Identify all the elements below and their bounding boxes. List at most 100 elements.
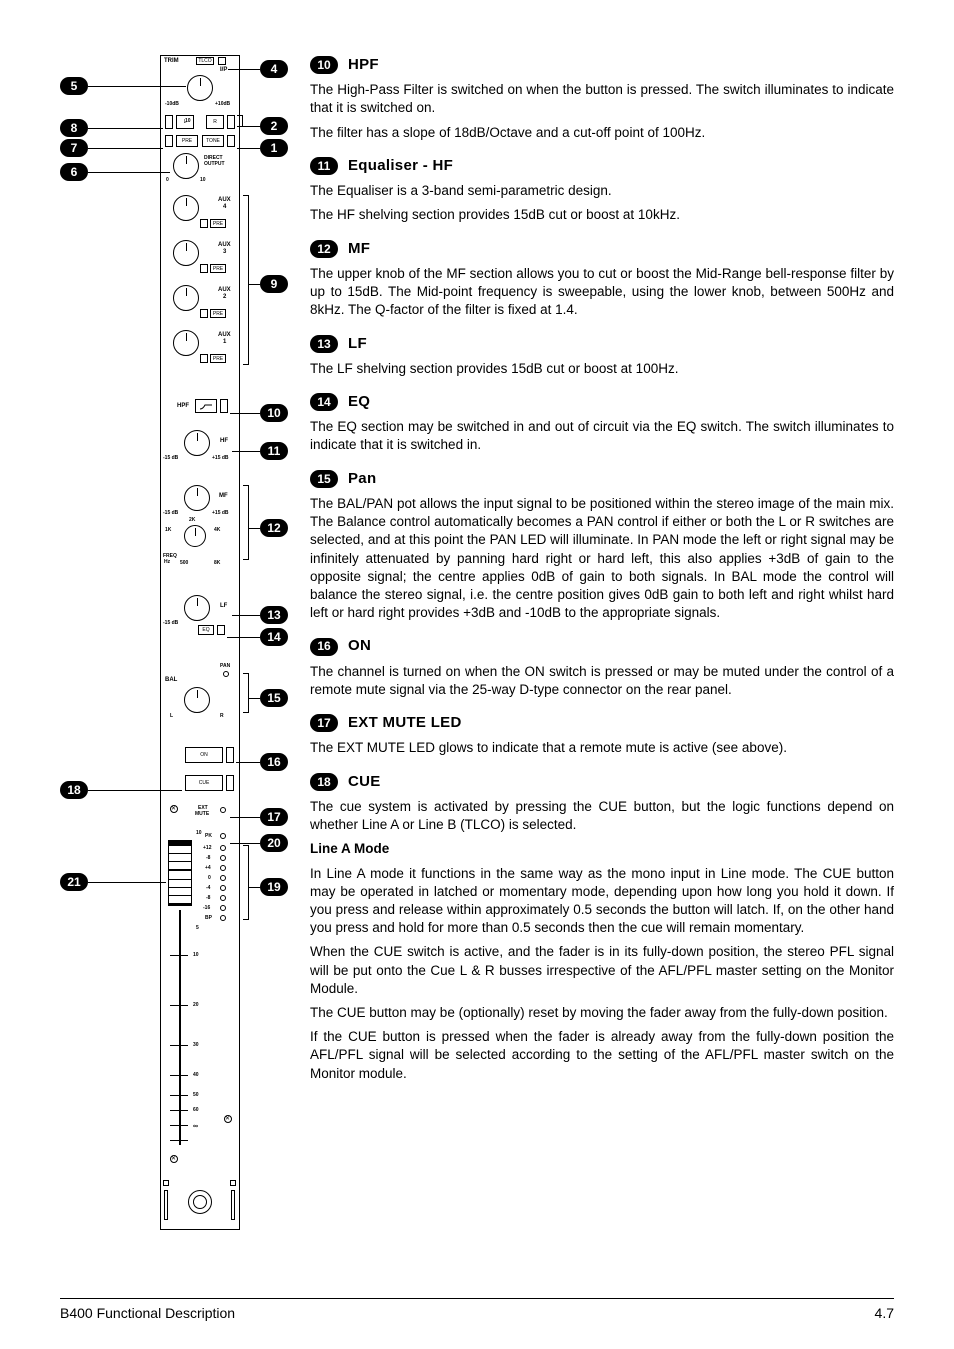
aux4-label: AUX xyxy=(218,197,231,203)
title-pan: Pan xyxy=(348,469,376,489)
footer-left: B400 Functional Description xyxy=(60,1305,235,1321)
aux3-knob xyxy=(173,240,199,266)
on-box: ON xyxy=(185,747,223,763)
pk-led xyxy=(220,833,226,839)
pan-label: PAN xyxy=(220,663,230,669)
l-btn xyxy=(165,115,173,129)
cue-p1: The cue system is activated by pressing … xyxy=(310,798,894,834)
hpf-p2: The filter has a slope of 18dB/Octave an… xyxy=(310,124,894,142)
lf-label: LF xyxy=(220,603,227,609)
cue-sub: Line A Mode xyxy=(310,840,894,858)
badge-17: 17 xyxy=(310,714,338,732)
eqhf-p1: The Equaliser is a 3-band semi-parametri… xyxy=(310,182,894,200)
footer-right: 4.7 xyxy=(875,1305,894,1321)
badge-16: 16 xyxy=(310,638,338,656)
callout-7: 7 xyxy=(60,139,88,157)
aux2-knob xyxy=(173,285,199,311)
ext-p1: The EXT MUTE LED glows to indicate that … xyxy=(310,739,894,757)
mf-freq-knob xyxy=(184,525,206,547)
section-lf: 13 LF The LF shelving section provides 1… xyxy=(310,334,894,378)
section-cue: 18 CUE The cue system is activated by pr… xyxy=(310,772,894,1083)
aux4-knob xyxy=(173,195,199,221)
title-ext-mute: EXT MUTE LED xyxy=(348,713,462,733)
output-label: OUTPUT xyxy=(204,161,225,167)
tlco-btn xyxy=(218,57,226,65)
title-hpf: HPF xyxy=(348,55,379,75)
callout-12: 12 xyxy=(260,519,288,537)
page-footer: B400 Functional Description 4.7 xyxy=(60,1298,894,1321)
pan-p1: The BAL/PAN pot allows the input signal … xyxy=(310,495,894,623)
badge-13: 13 xyxy=(310,335,338,353)
ip-label: I/P xyxy=(220,67,227,73)
callout-1: 1 xyxy=(260,139,288,157)
channel-strip-diagram: TRIM TLCO I/P -10dB +10dB L R 10 PRE TON… xyxy=(60,55,280,1279)
trim-knob xyxy=(187,75,213,101)
callout-4: 4 xyxy=(260,60,288,78)
badge-14: 14 xyxy=(310,393,338,411)
mf-p1: The upper knob of the MF section allows … xyxy=(310,265,894,320)
section-eq-hf: 11 Equaliser - HF The Equaliser is a 3-b… xyxy=(310,156,894,225)
eq-p1: The EQ section may be switched in and ou… xyxy=(310,418,894,454)
mf-label: MF xyxy=(219,493,228,499)
callout-15: 15 xyxy=(260,689,288,707)
lf-p1: The LF shelving section provides 15dB cu… xyxy=(310,360,894,378)
r-box: R xyxy=(206,115,224,129)
tlco-box: TLCO xyxy=(196,57,214,65)
direct-knob xyxy=(173,153,199,179)
title-eq: EQ xyxy=(348,392,370,412)
pre-box: PRE xyxy=(176,135,198,147)
trim-label: TRIM xyxy=(164,58,179,64)
callout-8: 8 xyxy=(60,119,88,137)
section-on: 16 ON The channel is turned on when the … xyxy=(310,636,894,699)
on-p1: The channel is turned on when the ON swi… xyxy=(310,663,894,699)
hpf-label: HPF xyxy=(177,403,189,409)
callout-17: 17 xyxy=(260,808,288,826)
callout-11: 11 xyxy=(260,442,288,460)
title-on: ON xyxy=(348,636,371,656)
title-eq-hf: Equaliser - HF xyxy=(348,156,453,176)
callout-6: 6 xyxy=(60,163,88,181)
badge-11: 11 xyxy=(310,157,338,175)
callout-13: 13 xyxy=(260,606,288,624)
bal-label: BAL xyxy=(165,677,177,683)
hpf-p1: The High-Pass Filter is switched on when… xyxy=(310,81,894,117)
cue-p2: In Line A mode it functions in the same … xyxy=(310,865,894,938)
callout-16: 16 xyxy=(260,753,288,771)
badge-10: 10 xyxy=(310,56,338,74)
lf-knob xyxy=(184,595,210,621)
badge-15: 15 xyxy=(310,470,338,488)
eq-box: EQ xyxy=(198,625,214,635)
callout-20: 20 xyxy=(260,834,288,852)
callout-2: 2 xyxy=(260,117,288,135)
title-mf: MF xyxy=(348,239,370,259)
badge-18: 18 xyxy=(310,773,338,791)
content-column: 10 HPF The High-Pass Filter is switched … xyxy=(310,55,894,1279)
tone-box: TONE xyxy=(202,135,224,147)
callout-10: 10 xyxy=(260,404,288,422)
hpf-box xyxy=(195,399,217,413)
section-mf: 12 MF The upper knob of the MF section a… xyxy=(310,239,894,320)
eqhf-p2: The HF shelving section provides 15dB cu… xyxy=(310,206,894,224)
callout-9: 9 xyxy=(260,275,288,293)
ext-mute-led xyxy=(220,807,226,813)
callout-18: 18 xyxy=(60,781,88,799)
screw-icon xyxy=(170,805,178,813)
section-eq: 14 EQ The EQ section may be switched in … xyxy=(310,392,894,455)
cue-p5: If the CUE button is pressed when the fa… xyxy=(310,1028,894,1083)
pk-label: PK xyxy=(205,833,212,839)
section-ext-mute: 17 EXT MUTE LED The EXT MUTE LED glows t… xyxy=(310,713,894,757)
cue-p3: When the CUE switch is active, and the f… xyxy=(310,943,894,998)
callout-19: 19 xyxy=(260,878,288,896)
callout-5: 5 xyxy=(60,77,88,95)
aux1-knob xyxy=(173,330,199,356)
mf-knob xyxy=(184,485,210,511)
callout-14: 14 xyxy=(260,628,288,646)
callout-21: 21 xyxy=(60,873,88,891)
cue-box: CUE xyxy=(185,775,223,791)
title-cue: CUE xyxy=(348,772,381,792)
bal-knob xyxy=(184,687,210,713)
cue-p4: The CUE button may be (optionally) reset… xyxy=(310,1004,894,1022)
pan-led xyxy=(223,671,229,677)
r-btn xyxy=(227,115,235,129)
badge-12: 12 xyxy=(310,240,338,258)
